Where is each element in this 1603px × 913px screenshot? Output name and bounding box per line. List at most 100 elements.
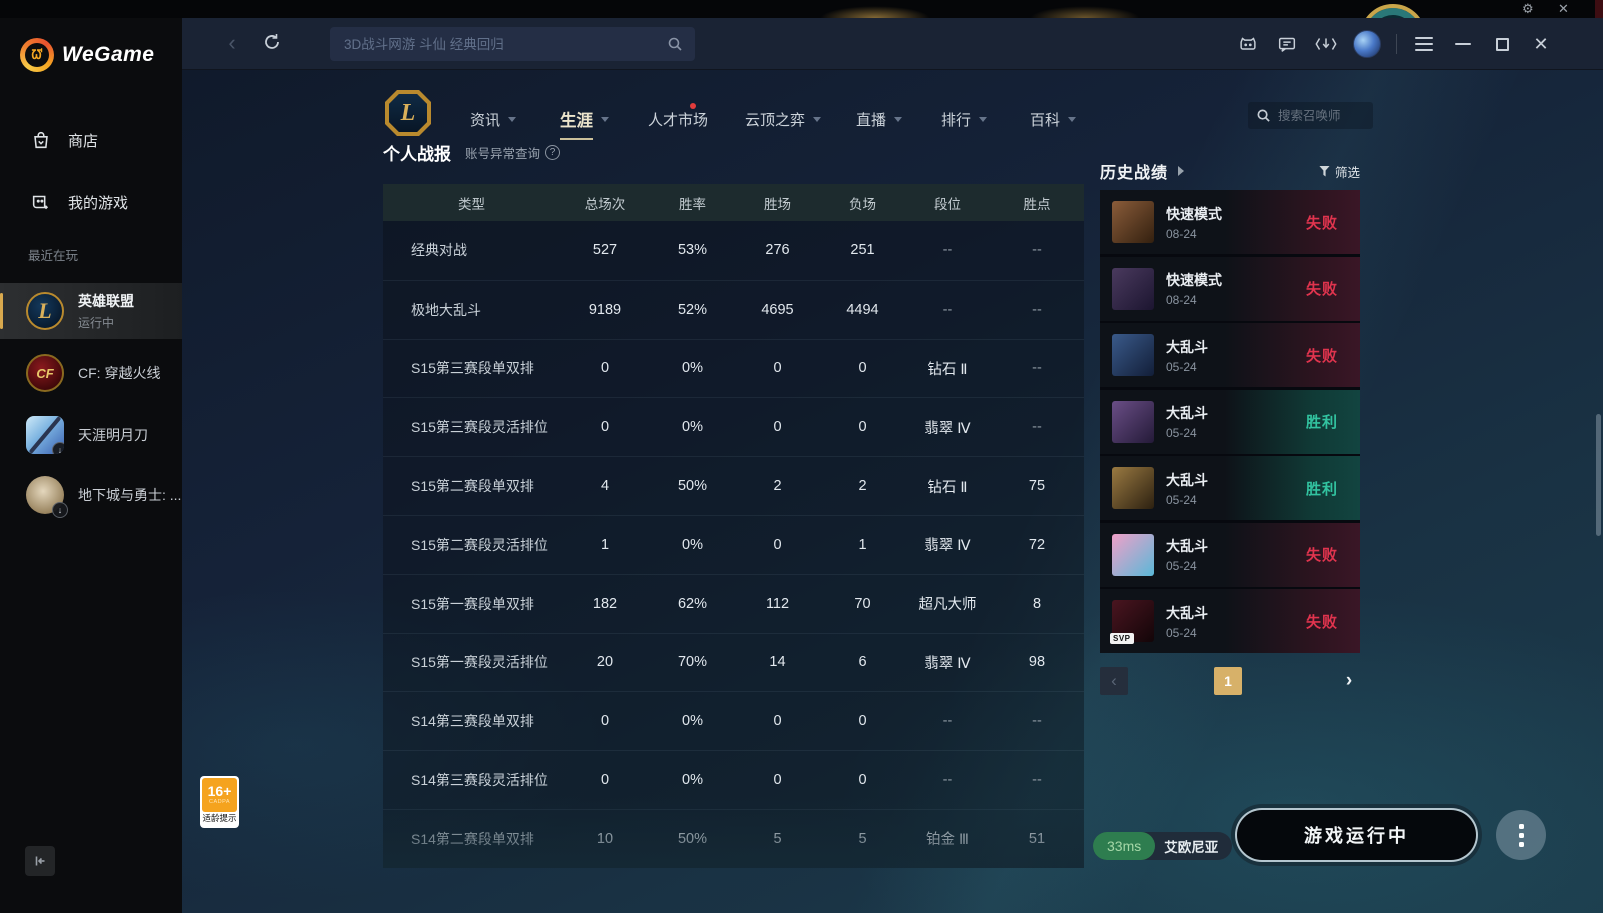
close-icon[interactable]: ✕ xyxy=(1558,1,1569,16)
search-icon[interactable] xyxy=(667,36,683,52)
table-header-cell: 胜点 xyxy=(1023,196,1051,212)
history-match-row[interactable]: 快速模式 08-24 失败 xyxy=(1100,256,1360,321)
history-match-row[interactable]: 大乱斗 05-24 失败 xyxy=(1100,522,1360,587)
current-page-button[interactable]: 1 xyxy=(1214,667,1242,695)
table-header-cell: 胜率 xyxy=(679,196,706,212)
history-match-row[interactable]: 大乱斗 05-24 胜利 xyxy=(1100,389,1360,454)
collapse-icon xyxy=(35,856,45,866)
history-title[interactable]: 历史战绩 xyxy=(1100,165,1169,182)
wegame-logo-icon xyxy=(20,38,54,72)
table-row: S15第三赛段单双排 0 0% 0 0 钻石 Ⅱ -- xyxy=(383,338,1084,398)
dnf-game-icon: ↓ xyxy=(26,476,68,518)
search-bar[interactable] xyxy=(330,27,695,61)
table-cell: S15第二赛段灵活排位 xyxy=(411,536,548,553)
help-icon[interactable]: ? xyxy=(545,145,561,160)
sidebar-item-my-games[interactable]: 我的游戏 xyxy=(0,184,182,220)
summoner-search-input[interactable] xyxy=(1278,108,1365,123)
lol-nav-tab[interactable]: 人才市场 xyxy=(648,103,708,134)
refresh-button[interactable] xyxy=(262,32,286,56)
match-mode: 大乱斗 xyxy=(1166,604,1208,621)
table-cell: 1 xyxy=(858,536,867,553)
chevron-down-icon xyxy=(813,116,822,122)
sidebar-item-label: 商店 xyxy=(68,132,99,150)
lol-nav-tabs: 资讯 生涯 人才市场 云顶之弈 直播 排行 百科 xyxy=(182,103,1603,140)
maximize-icon[interactable] xyxy=(1490,32,1514,56)
wuxia-game-icon: ↓ xyxy=(26,416,64,454)
filter-button[interactable]: 筛选 xyxy=(1318,162,1360,181)
wegame-logo[interactable]: WeGame xyxy=(20,38,155,72)
match-mode: 大乱斗 xyxy=(1166,538,1208,554)
download-badge-icon[interactable]: ↓ xyxy=(52,502,68,518)
download-manager-icon[interactable] xyxy=(1314,32,1338,56)
match-result: 胜利 xyxy=(1305,480,1338,498)
table-cell: 0 xyxy=(858,713,867,730)
table-cell: 4494 xyxy=(846,301,879,318)
svp-badge: SVP xyxy=(1110,633,1134,644)
lol-crest-icon[interactable]: L xyxy=(385,90,431,136)
prev-page-button[interactable]: ‹ xyxy=(1100,667,1128,695)
table-row: S14第三赛段单双排 0 0% 0 0 -- -- xyxy=(383,691,1084,750)
collapse-sidebar-button[interactable] xyxy=(25,846,55,876)
lol-nav-tab[interactable]: 排行 xyxy=(941,104,988,134)
minimize-icon[interactable] xyxy=(1451,32,1475,56)
table-cell: 0% xyxy=(682,536,703,553)
next-page-button[interactable]: › xyxy=(1345,670,1353,691)
scrollbar-thumb[interactable] xyxy=(1596,414,1601,536)
recent-playing-label: 最近在玩 xyxy=(28,249,79,263)
history-match-row[interactable]: SVP 大乱斗 05-24 失败 xyxy=(1100,589,1360,653)
close-icon[interactable]: ✕ xyxy=(1533,34,1549,54)
table-cell: 铂金 Ⅲ xyxy=(925,832,970,849)
sidebar-item-label: 我的游戏 xyxy=(68,194,129,212)
search-input[interactable] xyxy=(330,36,667,52)
account-check-link[interactable]: 账号异常查询 ? xyxy=(465,143,561,162)
table-cell: 51 xyxy=(1028,830,1046,847)
table-cell: S15第三赛段单双排 xyxy=(411,360,534,377)
sidebar-game-wuxia[interactable]: ↓ 天涯明月刀 xyxy=(0,407,182,463)
more-options-button[interactable] xyxy=(1496,810,1546,860)
table-cell: 112 xyxy=(765,595,790,612)
lol-nav-tab[interactable]: 资讯 xyxy=(470,104,517,134)
match-date: 05-24 xyxy=(1166,492,1197,507)
match-result: 失败 xyxy=(1305,547,1338,564)
toolbar: ‹ xyxy=(182,18,1603,70)
tab-label: 资讯 xyxy=(470,111,501,129)
ping-value: 33ms xyxy=(1093,832,1156,860)
table-cell: 翡翠 Ⅳ xyxy=(924,655,971,672)
main-menu-icon[interactable] xyxy=(1412,32,1436,56)
cf-game-icon: CF xyxy=(26,354,64,392)
table-cell: 5 xyxy=(773,830,782,847)
chevron-right-icon[interactable] xyxy=(1178,166,1185,176)
summoner-search[interactable] xyxy=(1248,102,1373,129)
background-emblem-ring xyxy=(1360,4,1426,18)
history-match-row[interactable]: 大乱斗 05-24 胜利 xyxy=(1100,456,1360,520)
lol-nav-tab[interactable]: 生涯 xyxy=(560,104,609,140)
lol-nav-tab[interactable]: 云顶之弈 xyxy=(745,104,822,134)
user-avatar[interactable] xyxy=(1353,30,1381,58)
table-cell: 0 xyxy=(773,360,782,377)
table-cell: -- xyxy=(1032,242,1042,259)
cat-assistant-icon[interactable] xyxy=(1236,32,1260,56)
sidebar-game-cf[interactable]: CF CF: 穿越火线 xyxy=(0,345,182,401)
download-badge-icon[interactable]: ↓ xyxy=(52,442,64,454)
lol-nav-tab[interactable]: 直播 xyxy=(856,104,903,134)
sidebar-item-store[interactable]: 商店 xyxy=(0,122,182,158)
match-result: 胜利 xyxy=(1305,414,1338,431)
sidebar-game-lol[interactable]: L 英雄联盟 运行中 xyxy=(0,283,182,339)
gear-icon[interactable]: ⚙ xyxy=(1522,1,1534,16)
table-cell: 4695 xyxy=(761,301,794,318)
table-cell: 62% xyxy=(677,595,708,612)
champion-avatar xyxy=(1112,267,1154,310)
lol-nav-tab[interactable]: 百科 xyxy=(1030,104,1077,134)
table-cell: -- xyxy=(1032,772,1042,789)
back-button[interactable]: ‹ xyxy=(228,30,236,55)
table-cell: 5 xyxy=(858,830,867,847)
game-running-button[interactable]: 游戏运行中 xyxy=(1235,808,1478,862)
history-match-row[interactable]: 大乱斗 05-24 失败 xyxy=(1100,323,1360,387)
sidebar-game-dnf[interactable]: ↓ 地下城与勇士: ... xyxy=(0,467,182,523)
server-name: 艾欧尼亚 xyxy=(1164,840,1219,855)
history-match-row[interactable]: 快速模式 08-24 失败 xyxy=(1100,190,1360,254)
chat-icon[interactable] xyxy=(1275,32,1299,56)
table-cell: 70% xyxy=(677,654,708,671)
table-row: 经典对战 527 53% 276 251 -- -- xyxy=(383,221,1084,280)
table-cell: 52% xyxy=(677,301,708,318)
